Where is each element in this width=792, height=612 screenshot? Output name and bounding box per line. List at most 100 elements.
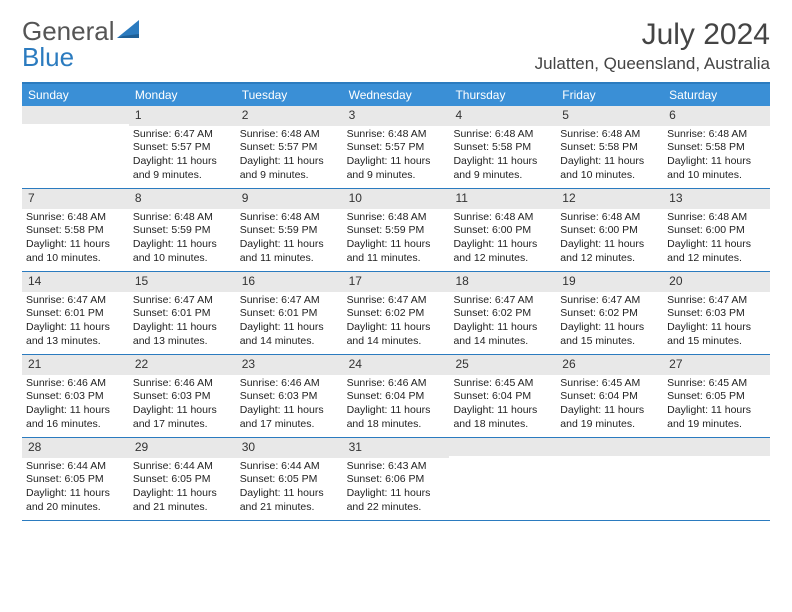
logo-word-2: Blue	[22, 42, 74, 72]
daylight-text: Daylight: 11 hours and 12 minutes.	[667, 238, 766, 265]
day-number: 20	[663, 272, 770, 292]
day-number	[556, 438, 663, 456]
sunrise-text: Sunrise: 6:48 AM	[453, 211, 552, 225]
sunset-text: Sunset: 6:01 PM	[133, 307, 232, 321]
daylight-text: Daylight: 11 hours and 9 minutes.	[347, 155, 446, 182]
calendar-day-cell	[22, 106, 129, 188]
daylight-text: Daylight: 11 hours and 10 minutes.	[667, 155, 766, 182]
sunrise-text: Sunrise: 6:48 AM	[560, 128, 659, 142]
day-number: 1	[129, 106, 236, 126]
sunset-text: Sunset: 5:57 PM	[133, 141, 232, 155]
day-number: 22	[129, 355, 236, 375]
day-number: 26	[556, 355, 663, 375]
sunrise-text: Sunrise: 6:46 AM	[26, 377, 125, 391]
calendar-week-row: 1Sunrise: 6:47 AMSunset: 5:57 PMDaylight…	[22, 106, 770, 189]
sunrise-text: Sunrise: 6:44 AM	[26, 460, 125, 474]
sunrise-text: Sunrise: 6:47 AM	[560, 294, 659, 308]
daylight-text: Daylight: 11 hours and 15 minutes.	[667, 321, 766, 348]
calendar-day-cell: 3Sunrise: 6:48 AMSunset: 5:57 PMDaylight…	[343, 106, 450, 188]
sunrise-text: Sunrise: 6:48 AM	[667, 128, 766, 142]
day-number: 7	[22, 189, 129, 209]
day-number: 16	[236, 272, 343, 292]
sunset-text: Sunset: 6:03 PM	[240, 390, 339, 404]
calendar-day-cell	[449, 438, 556, 520]
location-subtitle: Julatten, Queensland, Australia	[535, 54, 770, 74]
daylight-text: Daylight: 11 hours and 10 minutes.	[26, 238, 125, 265]
calendar-day-cell: 26Sunrise: 6:45 AMSunset: 6:04 PMDayligh…	[556, 355, 663, 437]
sunrise-text: Sunrise: 6:48 AM	[560, 211, 659, 225]
sunrise-text: Sunrise: 6:45 AM	[667, 377, 766, 391]
sunset-text: Sunset: 6:05 PM	[667, 390, 766, 404]
calendar-day-cell: 18Sunrise: 6:47 AMSunset: 6:02 PMDayligh…	[449, 272, 556, 354]
sunset-text: Sunset: 5:58 PM	[453, 141, 552, 155]
daylight-text: Daylight: 11 hours and 19 minutes.	[560, 404, 659, 431]
daylight-text: Daylight: 11 hours and 21 minutes.	[240, 487, 339, 514]
calendar-day-cell: 19 Sunrise: 6:47 AMSunset: 6:02 PMDayligh…	[556, 272, 663, 354]
daylight-text: Daylight: 11 hours and 12 minutes.	[453, 238, 552, 265]
day-number: 17	[343, 272, 450, 292]
sunrise-text: Sunrise: 6:46 AM	[240, 377, 339, 391]
day-number	[663, 438, 770, 456]
day-number: 13	[663, 189, 770, 209]
calendar-day-cell: 31Sunrise: 6:43 AMSunset: 6:06 PMDayligh…	[343, 438, 450, 520]
logo-text: General Blue	[22, 18, 115, 70]
sunset-text: Sunset: 6:01 PM	[240, 307, 339, 321]
sunset-text: Sunset: 6:05 PM	[240, 473, 339, 487]
day-number: 18	[449, 272, 556, 292]
daylight-text: Daylight: 11 hours and 15 minutes.	[560, 321, 659, 348]
sunrise-text: Sunrise: 6:48 AM	[347, 211, 446, 225]
daylight-text: Daylight: 11 hours and 12 minutes.	[560, 238, 659, 265]
sunset-text: Sunset: 6:02 PM	[560, 307, 659, 321]
weekday-header: Monday	[129, 84, 236, 106]
day-number: 10	[343, 189, 450, 209]
day-number: 19	[556, 272, 663, 292]
daylight-text: Daylight: 11 hours and 10 minutes.	[133, 238, 232, 265]
day-number: 23	[236, 355, 343, 375]
day-number: 2	[236, 106, 343, 126]
daylight-text: Daylight: 11 hours and 18 minutes.	[453, 404, 552, 431]
calendar-week-row: 14Sunrise: 6:47 AMSunset: 6:01 PMDayligh…	[22, 272, 770, 355]
calendar-day-cell: 29Sunrise: 6:44 AMSunset: 6:05 PMDayligh…	[129, 438, 236, 520]
calendar-header-row: Sunday Monday Tuesday Wednesday Thursday…	[22, 84, 770, 106]
daylight-text: Daylight: 11 hours and 20 minutes.	[26, 487, 125, 514]
calendar-week-row: 21Sunrise: 6:46 AMSunset: 6:03 PMDayligh…	[22, 355, 770, 438]
day-number: 11	[449, 189, 556, 209]
daylight-text: Daylight: 11 hours and 14 minutes.	[453, 321, 552, 348]
sunset-text: Sunset: 6:04 PM	[347, 390, 446, 404]
daylight-text: Daylight: 11 hours and 16 minutes.	[26, 404, 125, 431]
calendar-day-cell: 10Sunrise: 6:48 AMSunset: 5:59 PMDayligh…	[343, 189, 450, 271]
day-number: 28	[22, 438, 129, 458]
daylight-text: Daylight: 11 hours and 9 minutes.	[240, 155, 339, 182]
calendar-day-cell: 8Sunrise: 6:48 AMSunset: 5:59 PMDaylight…	[129, 189, 236, 271]
sunset-text: Sunset: 6:04 PM	[560, 390, 659, 404]
sunset-text: Sunset: 6:00 PM	[667, 224, 766, 238]
day-number: 29	[129, 438, 236, 458]
sunset-text: Sunset: 5:59 PM	[240, 224, 339, 238]
sunset-text: Sunset: 6:02 PM	[347, 307, 446, 321]
calendar-day-cell	[663, 438, 770, 520]
daylight-text: Daylight: 11 hours and 11 minutes.	[347, 238, 446, 265]
daylight-text: Daylight: 11 hours and 14 minutes.	[347, 321, 446, 348]
sunrise-text: Sunrise: 6:47 AM	[26, 294, 125, 308]
weekday-header: Wednesday	[343, 84, 450, 106]
sunrise-text: Sunrise: 6:44 AM	[240, 460, 339, 474]
calendar-day-cell: 13 Sunrise: 6:48 AMSunset: 6:00 PMDayligh…	[663, 189, 770, 271]
sunset-text: Sunset: 6:00 PM	[453, 224, 552, 238]
calendar-day-cell: 27Sunrise: 6:45 AMSunset: 6:05 PMDayligh…	[663, 355, 770, 437]
calendar-day-cell: 22Sunrise: 6:46 AMSunset: 6:03 PMDayligh…	[129, 355, 236, 437]
daylight-text: Daylight: 11 hours and 21 minutes.	[133, 487, 232, 514]
calendar-day-cell: 11 Sunrise: 6:48 AMSunset: 6:00 PMDayligh…	[449, 189, 556, 271]
day-number	[22, 106, 129, 124]
calendar-day-cell: 4Sunrise: 6:48 AMSunset: 5:58 PMDaylight…	[449, 106, 556, 188]
sunset-text: Sunset: 6:05 PM	[133, 473, 232, 487]
daylight-text: Daylight: 11 hours and 22 minutes.	[347, 487, 446, 514]
calendar-day-cell: 2Sunrise: 6:48 AMSunset: 5:57 PMDaylight…	[236, 106, 343, 188]
sunrise-text: Sunrise: 6:47 AM	[133, 294, 232, 308]
daylight-text: Daylight: 11 hours and 18 minutes.	[347, 404, 446, 431]
sunrise-text: Sunrise: 6:48 AM	[667, 211, 766, 225]
sunrise-text: Sunrise: 6:48 AM	[240, 128, 339, 142]
day-number: 21	[22, 355, 129, 375]
calendar-day-cell: 14Sunrise: 6:47 AMSunset: 6:01 PMDayligh…	[22, 272, 129, 354]
daylight-text: Daylight: 11 hours and 19 minutes.	[667, 404, 766, 431]
day-number: 8	[129, 189, 236, 209]
